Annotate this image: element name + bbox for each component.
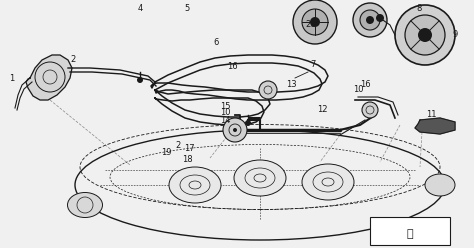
Circle shape xyxy=(360,10,380,30)
Text: 17: 17 xyxy=(184,144,195,153)
Polygon shape xyxy=(26,55,72,100)
Circle shape xyxy=(137,77,143,83)
Circle shape xyxy=(395,5,455,65)
Text: 14: 14 xyxy=(220,116,230,125)
Circle shape xyxy=(366,16,374,24)
Circle shape xyxy=(259,81,277,99)
Circle shape xyxy=(233,128,237,132)
Text: 4: 4 xyxy=(137,4,143,13)
Polygon shape xyxy=(415,118,455,134)
Ellipse shape xyxy=(234,160,286,196)
Text: 10: 10 xyxy=(353,85,363,94)
Text: 16: 16 xyxy=(360,80,370,89)
Text: 13: 13 xyxy=(286,80,297,89)
Text: 5: 5 xyxy=(184,4,190,13)
Text: 7: 7 xyxy=(310,60,316,69)
Text: 9: 9 xyxy=(452,30,458,39)
Text: 2: 2 xyxy=(71,55,76,64)
Text: 8: 8 xyxy=(417,4,422,13)
Ellipse shape xyxy=(169,167,221,203)
Circle shape xyxy=(302,9,328,35)
Bar xyxy=(370,217,450,245)
Ellipse shape xyxy=(425,174,455,196)
Circle shape xyxy=(418,28,432,42)
Text: 19: 19 xyxy=(161,148,171,157)
Text: 20: 20 xyxy=(305,20,316,29)
Circle shape xyxy=(223,118,247,142)
Ellipse shape xyxy=(302,164,354,200)
Circle shape xyxy=(405,15,445,55)
Circle shape xyxy=(376,14,384,22)
Circle shape xyxy=(293,0,337,44)
Text: 15: 15 xyxy=(220,102,230,111)
Text: 11: 11 xyxy=(426,110,437,119)
Circle shape xyxy=(353,3,387,37)
Text: 6: 6 xyxy=(213,38,219,47)
Circle shape xyxy=(362,102,378,118)
Circle shape xyxy=(245,120,251,126)
Text: 2: 2 xyxy=(175,141,181,150)
Text: 1: 1 xyxy=(9,74,15,83)
Text: 10: 10 xyxy=(220,108,230,117)
Circle shape xyxy=(310,17,320,27)
Text: 18: 18 xyxy=(182,155,192,164)
Text: 16: 16 xyxy=(227,62,237,71)
Ellipse shape xyxy=(67,192,102,217)
Text: 12: 12 xyxy=(317,105,328,114)
Text: ⓘ: ⓘ xyxy=(407,229,413,239)
